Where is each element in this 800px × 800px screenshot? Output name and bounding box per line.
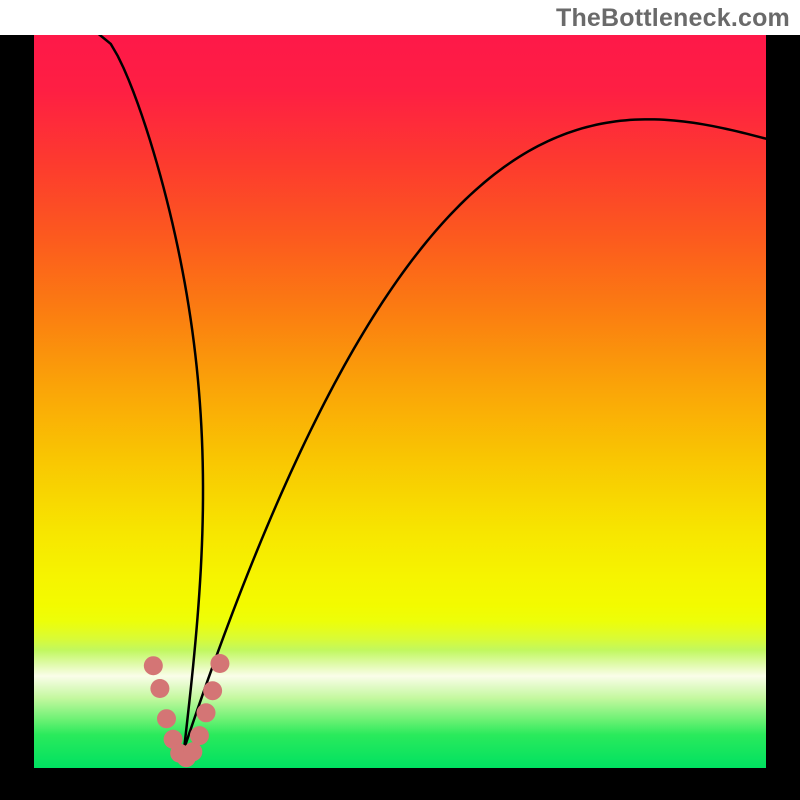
marker-dot — [197, 703, 216, 722]
marker-dot — [183, 742, 202, 761]
watermark-text: TheBottleneck.com — [0, 0, 800, 35]
bottleneck-chart — [34, 32, 766, 768]
marker-dot — [150, 679, 169, 698]
gradient-background — [34, 32, 766, 768]
chart-root: TheBottleneck.com — [0, 0, 800, 800]
marker-dot — [210, 654, 229, 673]
marker-dot — [144, 656, 163, 675]
marker-dot — [190, 726, 209, 745]
marker-dot — [203, 681, 222, 700]
marker-dot — [157, 709, 176, 728]
